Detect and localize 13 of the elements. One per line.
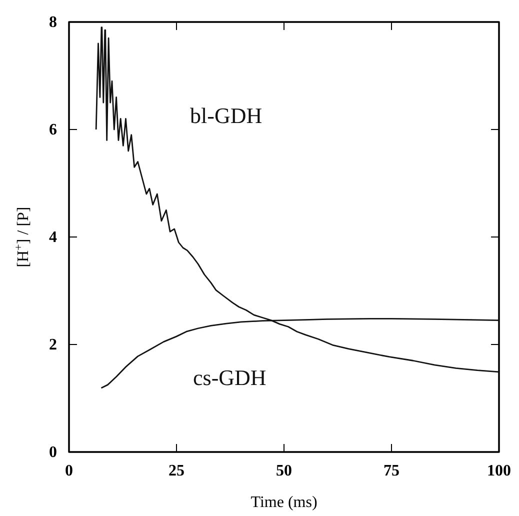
y-tick-label: 0 — [49, 444, 57, 462]
y-tick-label: 2 — [49, 336, 57, 354]
x-axis-title: Time (ms) — [250, 494, 318, 511]
x-tick-label: 25 — [168, 462, 184, 480]
x-tick-label: 50 — [276, 462, 292, 480]
x-tick-label: 0 — [65, 462, 73, 480]
x-tick-label: 75 — [384, 462, 400, 480]
y-tick-label: 6 — [49, 122, 57, 139]
series-label: cs-GDH — [193, 365, 266, 390]
x-tick-label: 100 — [487, 462, 511, 480]
text: bl-GDH — [190, 103, 262, 128]
y-tick-label: 8 — [49, 14, 57, 32]
y-tick-label: 4 — [49, 229, 57, 246]
